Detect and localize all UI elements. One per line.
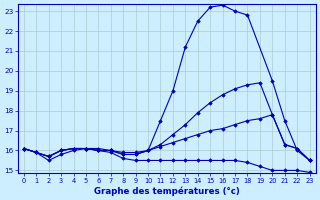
X-axis label: Graphe des températures (°c): Graphe des températures (°c) (94, 186, 240, 196)
